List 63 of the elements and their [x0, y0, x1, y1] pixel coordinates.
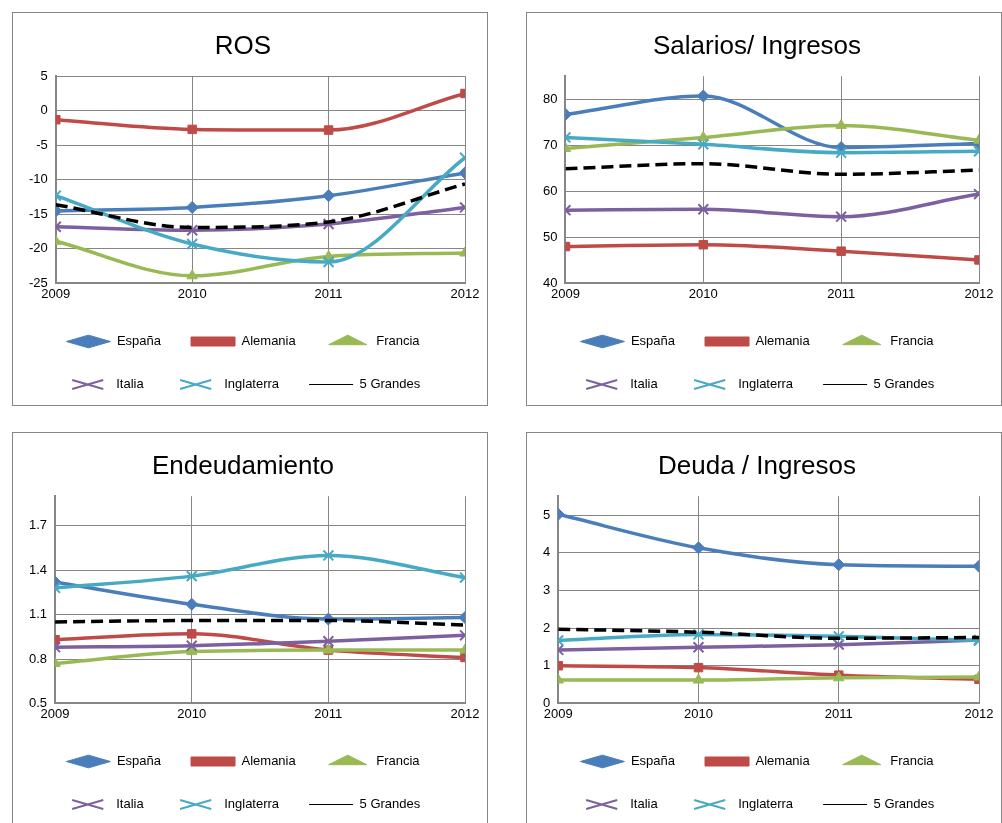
- y-tick-label: 60: [542, 182, 558, 198]
- x-tick-label: 2012: [964, 705, 994, 721]
- legend-label: 5 Grandes: [873, 796, 935, 812]
- y-tick-label: -10: [28, 171, 48, 187]
- chart-title: ROS: [214, 29, 272, 60]
- y-tick-label: 50: [542, 228, 558, 244]
- x-tick-label: 2010: [684, 705, 713, 721]
- legend-label: España: [116, 333, 162, 349]
- legend-label: Inglaterra: [738, 376, 794, 392]
- legend-label: Alemania: [241, 333, 297, 349]
- legend-label: Alemania: [755, 753, 811, 769]
- y-tick-label: 5: [40, 67, 48, 83]
- legend-label: Alemania: [241, 753, 297, 769]
- legend-label: España: [630, 333, 676, 349]
- x-tick-label: 2011: [314, 705, 343, 721]
- legend-label: Italia: [630, 376, 659, 392]
- legend-label: 5 Grandes: [359, 376, 421, 392]
- y-tick-label: -25: [28, 274, 48, 290]
- legend-label: Inglaterra: [738, 796, 794, 812]
- legend-label: Italia: [630, 796, 659, 812]
- chart-title: Deuda / Ingresos: [657, 449, 857, 480]
- y-tick-label: -20: [28, 240, 48, 256]
- y-tick-label: 0: [40, 102, 48, 118]
- y-tick-label: 1: [543, 657, 551, 673]
- legend-label: Inglaterra: [224, 796, 280, 812]
- chart-title: Salarios/ Ingresos: [652, 29, 862, 60]
- y-tick-label: 70: [542, 136, 558, 152]
- x-tick-label: 2012: [450, 705, 480, 721]
- x-tick-label: 2012: [964, 285, 994, 301]
- legend-label: Francia: [376, 753, 421, 769]
- y-tick-label: 0.8: [28, 650, 48, 666]
- y-tick-label: 2: [543, 619, 551, 635]
- y-tick-label: 80: [542, 90, 558, 106]
- x-tick-label: 2011: [314, 285, 343, 301]
- y-tick-label: 1.7: [28, 517, 48, 533]
- y-tick-label: -5: [36, 136, 48, 152]
- y-tick-label: 1.4: [28, 561, 48, 577]
- legend-label: España: [116, 753, 162, 769]
- y-tick-label: 40: [542, 274, 558, 290]
- x-tick-label: 2010: [177, 705, 207, 721]
- y-tick-label: 0.5: [28, 694, 48, 710]
- x-tick-label: 2012: [450, 285, 480, 301]
- legend-label: Inglaterra: [224, 376, 280, 392]
- y-tick-label: 4: [543, 544, 551, 560]
- y-tick-label: 0: [543, 694, 551, 710]
- legend-label: Italia: [116, 376, 145, 392]
- legend-label: Alemania: [755, 333, 811, 349]
- legend-label: España: [630, 753, 676, 769]
- legend-label: Italia: [116, 796, 145, 812]
- legend-label: 5 Grandes: [359, 796, 421, 812]
- chart-title: Endeudamiento: [151, 449, 335, 480]
- legend-label: 5 Grandes: [873, 376, 935, 392]
- x-tick-label: 2011: [827, 285, 856, 301]
- x-tick-label: 2010: [177, 285, 207, 301]
- legend-label: Francia: [890, 753, 935, 769]
- x-tick-label: 2011: [824, 705, 853, 721]
- y-tick-label: 1.1: [28, 606, 48, 622]
- y-tick-label: -15: [28, 205, 48, 221]
- y-tick-label: 3: [543, 581, 551, 597]
- legend-label: Francia: [890, 333, 935, 349]
- x-tick-label: 2010: [688, 285, 718, 301]
- y-tick-label: 5: [543, 506, 551, 522]
- legend-label: Francia: [376, 333, 421, 349]
